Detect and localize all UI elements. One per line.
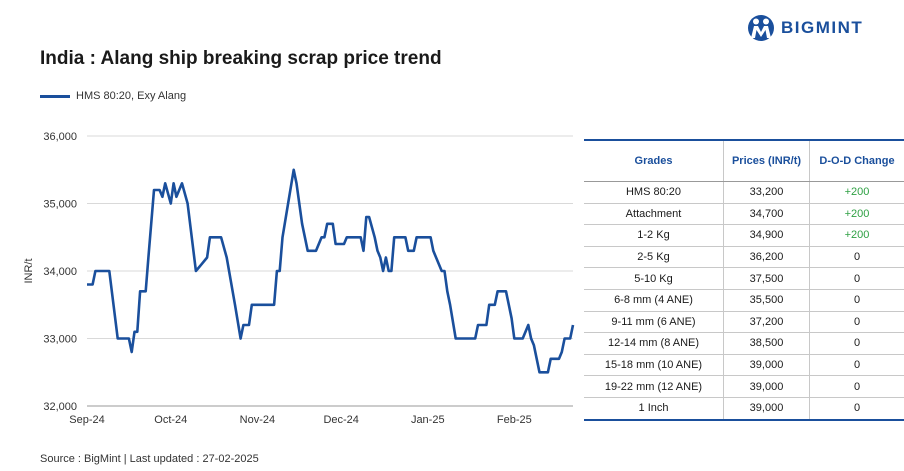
column-header-dod-change: D-O-D Change (809, 139, 904, 182)
source-footer: Source : BigMint | Last updated : 27-02-… (40, 453, 259, 465)
x-tick-label: Feb-25 (497, 414, 532, 426)
chart-legend: HMS 80:20, Exy Alang (40, 90, 186, 102)
x-tick-label: Sep-24 (69, 414, 104, 426)
dod-change-cell: 0 (809, 246, 904, 269)
x-tick-label: Jan-25 (411, 414, 445, 426)
dod-change-cell: 0 (809, 397, 904, 421)
table-row: 1-2 Kg 34,900 +200 (584, 224, 904, 247)
grade-cell: 12-14 mm (8 ANE) (584, 332, 724, 355)
y-tick-label: 36,000 (43, 131, 77, 143)
price-cell: 39,000 (723, 375, 810, 398)
chart-title: India : Alang ship breaking scrap price … (40, 48, 442, 69)
y-axis-title: INR/t (23, 258, 35, 283)
dod-change-cell: 0 (809, 267, 904, 290)
table-row: 12-14 mm (8 ANE) 38,500 0 (584, 332, 904, 355)
column-header-grades: Grades (584, 139, 724, 182)
price-cell: 37,200 (723, 311, 810, 334)
table-row: 6-8 mm (4 ANE) 35,500 0 (584, 289, 904, 312)
grade-cell: 6-8 mm (4 ANE) (584, 289, 724, 312)
price-cell: 36,200 (723, 246, 810, 269)
table-header-row: Grades Prices (INR/t) D-O-D Change (584, 139, 904, 182)
price-cell: 39,000 (723, 354, 810, 377)
grade-cell: 15-18 mm (10 ANE) (584, 354, 724, 377)
bigmint-logo-icon (748, 15, 774, 41)
dod-change-cell: 0 (809, 332, 904, 355)
price-line-chart: 32,000 33,000 34,000 35,000 36,000 Sep-24 Oct-… (23, 131, 575, 426)
table-row: 5-10 Kg 37,500 0 (584, 267, 904, 290)
chart-series (87, 168, 575, 374)
legend-swatch (40, 94, 70, 98)
dod-change-cell: 0 (809, 375, 904, 398)
dod-change-cell: +200 (809, 203, 904, 226)
grade-price-table: Grades Prices (INR/t) D-O-D Change HMS 8… (584, 139, 904, 421)
y-tick-label: 34,000 (43, 266, 77, 278)
table-row: 2-5 Kg 36,200 0 (584, 246, 904, 269)
grade-cell: Attachment (584, 203, 724, 226)
chart-axes: 32,000 33,000 34,000 35,000 36,000 Sep-24 Oct-… (23, 131, 573, 426)
dod-change-cell: +200 (809, 224, 904, 247)
table-row: Attachment 34,700 +200 (584, 203, 904, 226)
price-cell: 39,000 (723, 397, 810, 421)
grade-cell: 1 Inch (584, 397, 724, 421)
grade-cell: 2-5 Kg (584, 246, 724, 269)
table-row: 9-11 mm (6 ANE) 37,200 0 (584, 311, 904, 334)
column-header-prices: Prices (INR/t) (723, 139, 810, 182)
y-tick-label: 32,000 (43, 401, 77, 413)
chart-gridlines (87, 135, 573, 407)
y-tick-label: 35,000 (43, 199, 77, 211)
price-cell: 38,500 (723, 332, 810, 355)
table-row: HMS 80:20 33,200 +200 (584, 181, 904, 204)
grade-cell: 19-22 mm (12 ANE) (584, 375, 724, 398)
legend-label: HMS 80:20, Exy Alang (76, 90, 187, 102)
brand-name: BIGMINT (781, 18, 864, 37)
price-cell: 35,500 (723, 289, 810, 312)
grade-cell: HMS 80:20 (584, 181, 724, 204)
price-cell: 33,200 (723, 181, 810, 204)
dod-change-cell: 0 (809, 354, 904, 377)
x-tick-label: Dec-24 (323, 414, 358, 426)
dod-change-cell: +200 (809, 181, 904, 204)
dod-change-cell: 0 (809, 311, 904, 334)
price-cell: 34,700 (723, 203, 810, 226)
table-row: 19-22 mm (12 ANE) 39,000 0 (584, 375, 904, 398)
grade-cell: 9-11 mm (6 ANE) (584, 311, 724, 334)
y-tick-label: 33,000 (43, 334, 77, 346)
table-row: 15-18 mm (10 ANE) 39,000 0 (584, 354, 904, 377)
x-tick-label: Oct-24 (154, 414, 187, 426)
grade-cell: 1-2 Kg (584, 224, 724, 247)
table-body: HMS 80:20 33,200 +200 Attachment 34,700 +200 1… (584, 181, 904, 421)
grade-cell: 5-10 Kg (584, 267, 724, 290)
dod-change-cell: 0 (809, 289, 904, 312)
table-row: 1 Inch 39,000 0 (584, 397, 904, 421)
price-cell: 34,900 (723, 224, 810, 247)
series-line-hms-80-20 (87, 168, 575, 374)
brand-logo: BIGMINT (745, 14, 863, 42)
price-cell: 37,500 (723, 267, 810, 290)
x-tick-label: Nov-24 (240, 414, 275, 426)
